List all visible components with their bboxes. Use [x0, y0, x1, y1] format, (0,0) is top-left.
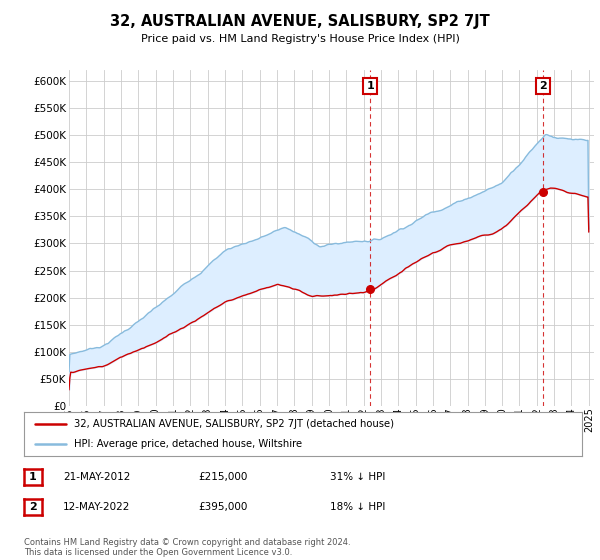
Text: Price paid vs. HM Land Registry's House Price Index (HPI): Price paid vs. HM Land Registry's House …: [140, 34, 460, 44]
Text: £215,000: £215,000: [198, 472, 247, 482]
Text: £395,000: £395,000: [198, 502, 247, 512]
Text: 21-MAY-2012: 21-MAY-2012: [63, 472, 130, 482]
Text: 31% ↓ HPI: 31% ↓ HPI: [330, 472, 385, 482]
Text: 18% ↓ HPI: 18% ↓ HPI: [330, 502, 385, 512]
Text: 1: 1: [366, 81, 374, 91]
Text: 2: 2: [539, 81, 547, 91]
Text: 1: 1: [29, 472, 37, 482]
Text: 2: 2: [29, 502, 37, 512]
Text: 32, AUSTRALIAN AVENUE, SALISBURY, SP2 7JT: 32, AUSTRALIAN AVENUE, SALISBURY, SP2 7J…: [110, 14, 490, 29]
Text: HPI: Average price, detached house, Wiltshire: HPI: Average price, detached house, Wilt…: [74, 439, 302, 449]
Text: 32, AUSTRALIAN AVENUE, SALISBURY, SP2 7JT (detached house): 32, AUSTRALIAN AVENUE, SALISBURY, SP2 7J…: [74, 419, 394, 429]
Text: Contains HM Land Registry data © Crown copyright and database right 2024.
This d: Contains HM Land Registry data © Crown c…: [24, 538, 350, 557]
Text: 12-MAY-2022: 12-MAY-2022: [63, 502, 130, 512]
